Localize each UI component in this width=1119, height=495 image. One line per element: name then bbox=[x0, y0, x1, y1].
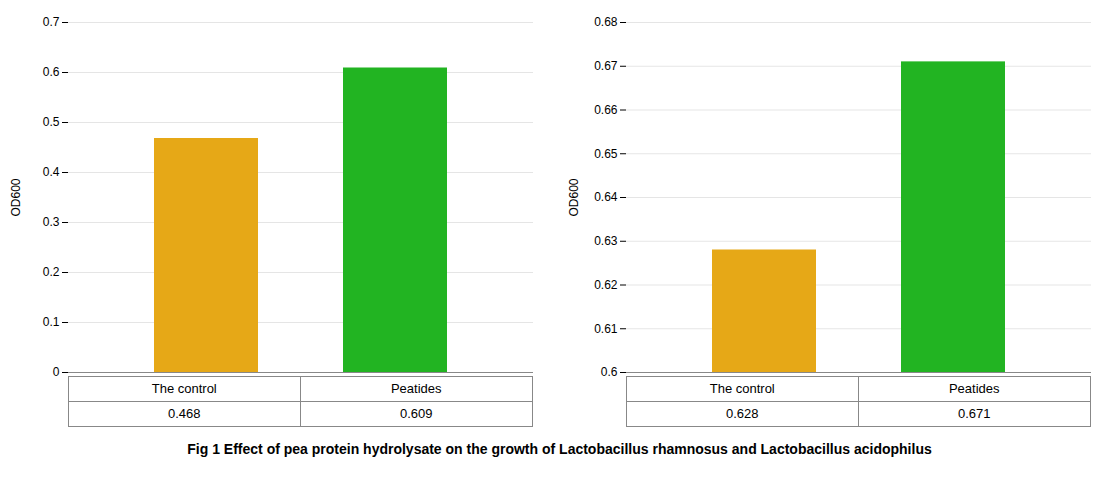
svg-text:0.64: 0.64 bbox=[594, 190, 618, 204]
svg-text:0: 0 bbox=[53, 365, 60, 376]
svg-text:0.7: 0.7 bbox=[43, 15, 60, 29]
svg-text:0.2: 0.2 bbox=[43, 265, 60, 279]
html-text:0.671: 0.671 bbox=[958, 406, 991, 421]
svg-text:0.63: 0.63 bbox=[594, 234, 618, 248]
html-text:Peatides: Peatides bbox=[391, 381, 442, 396]
svg-text:0.62: 0.62 bbox=[594, 278, 618, 292]
html-text:The control: The control bbox=[151, 381, 217, 396]
svg-text:0.66: 0.66 bbox=[594, 103, 618, 117]
html-text:The control: The control bbox=[709, 381, 775, 396]
html-text:Peatides: Peatides bbox=[949, 381, 1000, 396]
svg-text:OD600: OD600 bbox=[567, 178, 581, 216]
svg-text:0.3: 0.3 bbox=[43, 215, 60, 229]
html-text:0.468: 0.468 bbox=[168, 406, 201, 421]
svg-text:0.6: 0.6 bbox=[601, 365, 618, 376]
svg-text:0.68: 0.68 bbox=[594, 15, 618, 29]
html-text:Fig 1 Effect of pea protein hy: Fig 1 Effect of pea protein hydrolysate … bbox=[187, 441, 932, 457]
svg-text:0.4: 0.4 bbox=[43, 165, 60, 179]
svg-text:0.6: 0.6 bbox=[43, 65, 60, 79]
html-text:0.628: 0.628 bbox=[726, 406, 759, 421]
svg-text:0.65: 0.65 bbox=[594, 147, 618, 161]
svg-text:0.1: 0.1 bbox=[43, 315, 60, 329]
svg-text:0.5: 0.5 bbox=[43, 115, 60, 129]
svg-text:OD600: OD600 bbox=[9, 178, 23, 216]
html-text:0.609: 0.609 bbox=[400, 406, 433, 421]
svg-text:0.61: 0.61 bbox=[594, 322, 618, 336]
svg-text:0.67: 0.67 bbox=[594, 59, 618, 73]
